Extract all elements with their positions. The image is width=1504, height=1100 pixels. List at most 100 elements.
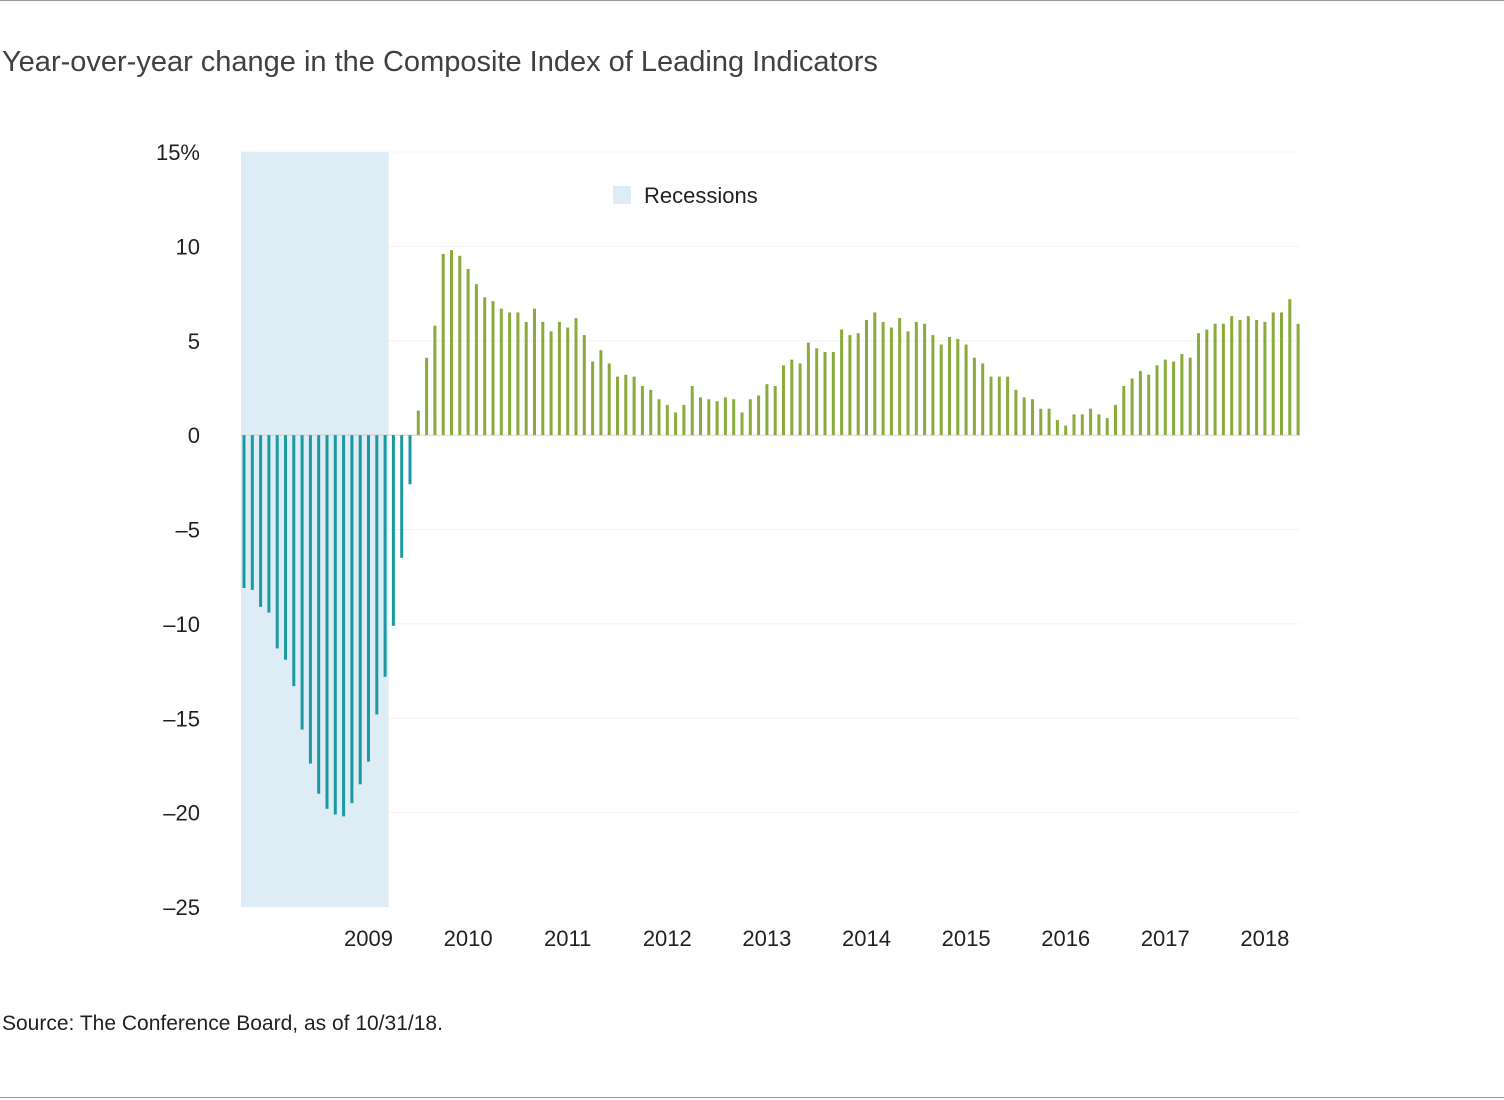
bar <box>483 297 487 436</box>
bar <box>1039 408 1043 436</box>
x-tick-label: 2016 <box>1041 926 1090 951</box>
x-tick-label: 2012 <box>643 926 692 951</box>
bar <box>259 435 263 607</box>
bar <box>748 399 752 436</box>
x-tick-label: 2013 <box>742 926 791 951</box>
gridlines <box>241 151 1300 814</box>
bar <box>1089 408 1093 436</box>
bar <box>582 335 586 436</box>
bar <box>790 359 794 436</box>
bar <box>275 435 279 649</box>
bar <box>1296 323 1300 436</box>
bar <box>599 350 603 436</box>
y-tick-label: –25 <box>163 895 200 920</box>
bar <box>441 253 445 436</box>
bar <box>765 384 769 436</box>
bar <box>491 301 495 436</box>
bar <box>923 323 927 436</box>
bar <box>350 435 354 804</box>
legend-label-recessions: Recessions <box>644 183 758 208</box>
bar <box>533 308 536 436</box>
bar <box>997 376 1001 436</box>
bar <box>400 435 404 558</box>
bar <box>1188 357 1192 436</box>
bar <box>524 321 528 436</box>
x-tick-label: 2014 <box>842 926 891 951</box>
bar <box>1014 389 1018 436</box>
bar <box>1105 418 1109 436</box>
y-tick-label: –20 <box>163 801 200 826</box>
bar <box>632 376 636 436</box>
bar <box>383 435 387 677</box>
bar <box>740 412 744 436</box>
bar <box>466 269 470 436</box>
bar <box>284 435 287 660</box>
bar <box>358 435 362 785</box>
bar <box>458 255 462 436</box>
bar <box>773 386 777 436</box>
bar <box>1230 316 1234 436</box>
bar <box>939 344 943 436</box>
bar <box>508 312 512 436</box>
bar <box>342 435 346 817</box>
bar <box>831 352 835 436</box>
bar <box>474 284 478 436</box>
bar <box>906 331 910 436</box>
bar <box>798 363 802 436</box>
y-tick-label: –15 <box>163 706 200 731</box>
bar <box>1263 321 1267 436</box>
bar <box>989 376 993 436</box>
bar <box>649 389 653 436</box>
top-rule <box>0 0 1504 1</box>
bar <box>1097 414 1101 436</box>
x-tick-label: 2010 <box>444 926 493 951</box>
bar <box>1122 386 1126 436</box>
bar <box>1163 359 1167 436</box>
bar <box>450 250 453 436</box>
chart-title: Year-over-year change in the Composite I… <box>2 46 878 78</box>
bar <box>591 361 595 436</box>
bar <box>557 321 561 436</box>
bar <box>848 335 852 436</box>
bar <box>657 399 661 436</box>
bar <box>1064 425 1068 436</box>
bar <box>732 399 736 436</box>
bar <box>1072 414 1076 436</box>
bar <box>566 327 570 436</box>
bar <box>715 401 719 436</box>
bar <box>391 435 395 626</box>
x-axis-ticks: 2009 2010 2011 2012 2013 2014 2015 2016 2017 2018 <box>344 926 1289 951</box>
y-tick-label: –10 <box>163 612 200 637</box>
bar <box>317 435 321 794</box>
bar <box>333 435 337 815</box>
bar <box>1147 374 1151 436</box>
bar <box>1213 323 1217 436</box>
bar <box>1238 319 1242 436</box>
bar <box>1255 319 1259 436</box>
bar <box>1205 329 1209 436</box>
bar <box>367 435 370 762</box>
x-tick-label: 2017 <box>1141 926 1190 951</box>
legend: Recessions <box>613 183 758 208</box>
bar <box>242 435 246 589</box>
bar <box>823 352 827 436</box>
bar <box>931 335 935 436</box>
bar <box>690 386 694 436</box>
bar <box>1271 312 1275 436</box>
bar <box>782 365 785 436</box>
bar <box>375 435 379 715</box>
bar <box>499 308 503 436</box>
x-tick-label: 2009 <box>344 926 393 951</box>
bar <box>549 331 553 436</box>
bar <box>1006 376 1010 436</box>
bar <box>416 410 420 436</box>
bar <box>1114 404 1117 436</box>
recession-band <box>241 152 389 907</box>
bottom-rule <box>0 1097 1504 1098</box>
y-tick-label: 0 <box>188 423 200 448</box>
y-tick-label: 15% <box>156 140 200 165</box>
bar <box>408 435 412 485</box>
legend-swatch-recessions <box>613 186 631 204</box>
bar <box>815 348 819 436</box>
bar <box>607 363 611 436</box>
